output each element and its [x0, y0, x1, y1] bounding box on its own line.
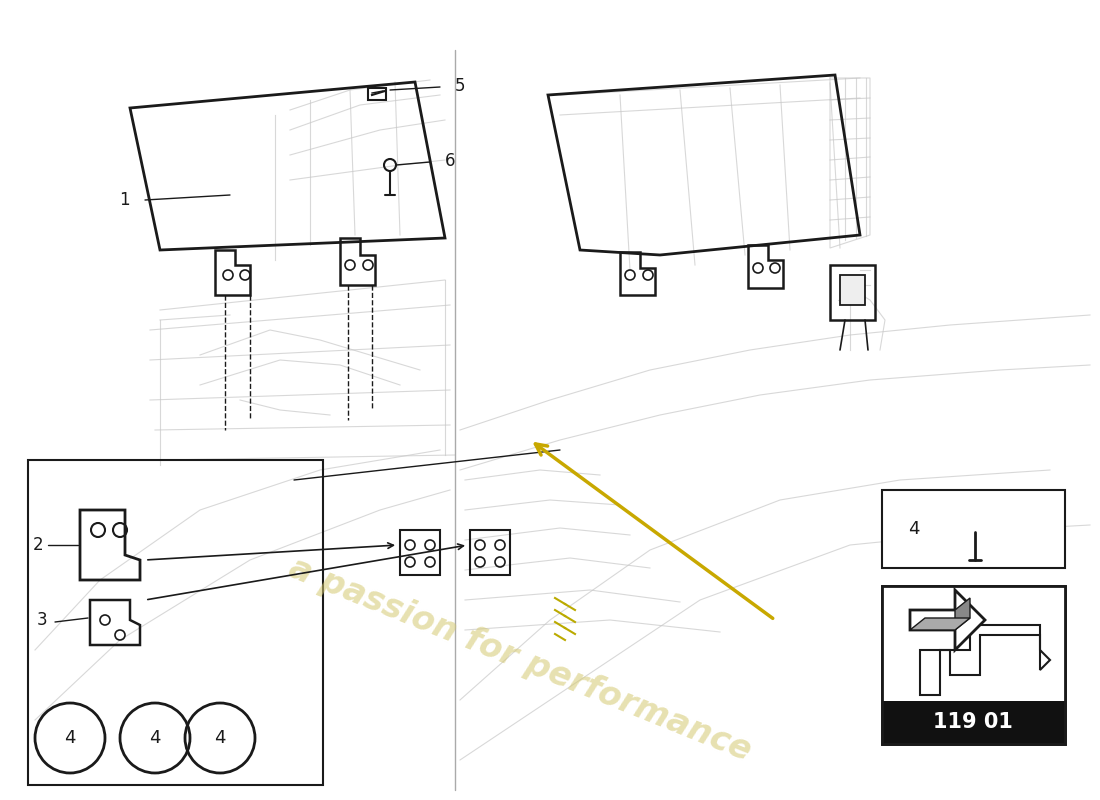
Text: 119 01: 119 01 [933, 712, 1013, 732]
Text: 4: 4 [908, 520, 920, 538]
Polygon shape [955, 598, 970, 630]
Text: 4: 4 [214, 729, 225, 747]
Text: 6: 6 [446, 152, 455, 170]
Text: 5: 5 [455, 77, 465, 95]
Bar [882, 701, 1065, 744]
Polygon shape [910, 618, 970, 630]
Text: a passion for performance: a passion for performance [284, 552, 756, 768]
Bar [28, 460, 323, 785]
Bar [368, 88, 386, 100]
Bar [882, 490, 1065, 568]
Text: 2: 2 [33, 536, 43, 554]
Bar [882, 586, 1065, 744]
Circle shape [971, 516, 979, 524]
Bar [470, 530, 510, 575]
Bar [882, 586, 1065, 744]
Text: 1: 1 [120, 191, 130, 209]
Text: 3: 3 [36, 611, 47, 629]
Bar [840, 275, 865, 305]
Text: 4: 4 [64, 729, 76, 747]
Polygon shape [910, 590, 984, 650]
Bar [882, 586, 1065, 701]
Polygon shape [920, 625, 1050, 695]
Bar [400, 530, 440, 575]
Text: 4: 4 [150, 729, 161, 747]
